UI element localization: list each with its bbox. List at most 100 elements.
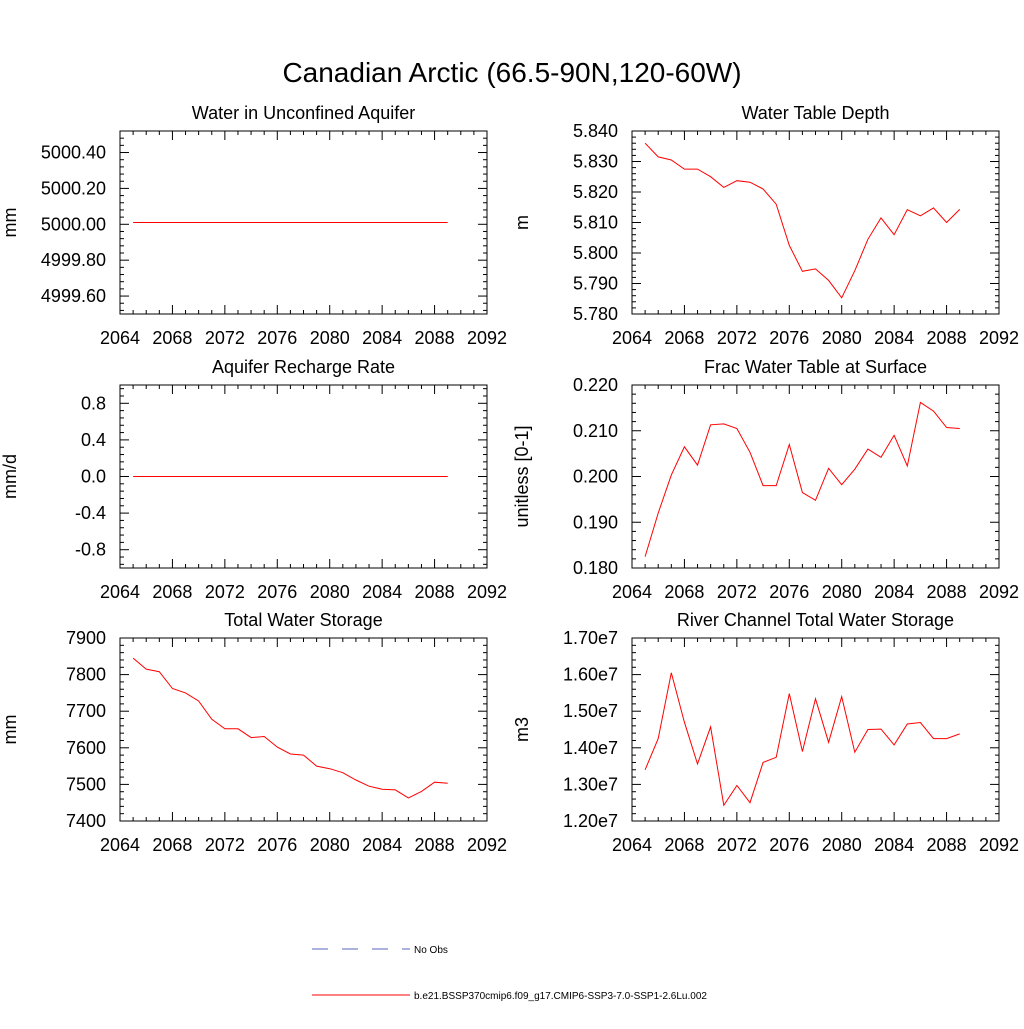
y-tick-label: 5.790 <box>573 274 618 294</box>
y-axis-label: m <box>512 215 532 230</box>
x-tick-label: 2084 <box>362 835 402 855</box>
y-tick-label: 5.800 <box>573 243 618 263</box>
y-tick-label: 1.70e7 <box>563 628 618 648</box>
series-line <box>644 672 960 807</box>
x-tick-label: 2080 <box>822 328 862 348</box>
x-tick-label: 2068 <box>152 582 192 602</box>
x-tick-label: 2084 <box>362 582 402 602</box>
x-tick-label: 2064 <box>612 582 652 602</box>
x-tick-label: 2084 <box>874 835 914 855</box>
x-tick-label: 2068 <box>664 328 704 348</box>
y-tick-label: 0.210 <box>573 421 618 441</box>
x-tick-label: 2088 <box>927 328 967 348</box>
panel-title: Aquifer Recharge Rate <box>212 357 395 377</box>
y-tick-label: 0.180 <box>573 558 618 578</box>
panel-title: Water Table Depth <box>741 103 889 123</box>
x-tick-label: 2068 <box>152 328 192 348</box>
x-tick-label: 2076 <box>257 835 297 855</box>
y-tick-label: 5.820 <box>573 182 618 202</box>
panel-6: River Channel Total Water Storage m3 2064 2… <box>512 610 1019 855</box>
x-tick-label: 2072 <box>717 582 757 602</box>
panel-title: Water in Unconfined Aquifer <box>192 103 415 123</box>
x-tick-label: 2068 <box>664 835 704 855</box>
panel-1: Water in Unconfined Aquifer mm 2064 2068 207… <box>0 103 507 348</box>
series-line <box>644 401 960 557</box>
x-tick-label: 2080 <box>310 328 350 348</box>
x-tick-label: 2092 <box>979 835 1019 855</box>
y-tick-label: 5000.20 <box>41 178 106 198</box>
panel-title: Total Water Storage <box>224 610 382 630</box>
x-tick-label: 2088 <box>415 835 455 855</box>
x-tick-label: 2072 <box>205 582 245 602</box>
y-tick-label: 4999.80 <box>41 250 106 270</box>
y-tick-label: 1.20e7 <box>563 811 618 831</box>
x-tick-label: 2072 <box>717 835 757 855</box>
panel-title: River Channel Total Water Storage <box>677 610 954 630</box>
x-tick-label: 2064 <box>612 328 652 348</box>
y-tick-label: 5.840 <box>573 121 618 141</box>
x-tick-label: 2076 <box>769 835 809 855</box>
legend: No Obs b.e21.BSSP370cmip6.f09_g17.CMIP6-… <box>312 945 707 1002</box>
y-tick-label: 1.50e7 <box>563 701 618 721</box>
y-tick-label: 0.200 <box>573 467 618 487</box>
y-tick-label: 7600 <box>66 738 106 758</box>
x-tick-label: 2068 <box>152 835 192 855</box>
y-tick-label: 1.30e7 <box>563 774 618 794</box>
y-axis-label: m3 <box>512 717 532 742</box>
panels-group: Water in Unconfined Aquifer mm 2064 2068 207… <box>0 103 1019 855</box>
x-tick-label: 2064 <box>100 835 140 855</box>
x-tick-label: 2076 <box>769 328 809 348</box>
panel-2: Water Table Depth m 2064 2068 2072 2076 2080 20… <box>512 103 1019 348</box>
x-tick-label: 2084 <box>362 328 402 348</box>
y-tick-label: 1.60e7 <box>563 665 618 685</box>
y-tick-label: 1.40e7 <box>563 738 618 758</box>
y-axis-label: mm <box>0 715 20 745</box>
y-tick-label: 5.830 <box>573 152 618 172</box>
y-tick-label: 7700 <box>66 701 106 721</box>
panel-3: Aquifer Recharge Rate mm/d 2064 2068 2072 207… <box>0 357 507 602</box>
x-tick-label: 2072 <box>205 835 245 855</box>
x-tick-label: 2080 <box>310 582 350 602</box>
legend-model-label: b.e21.BSSP370cmip6.f09_g17.CMIP6-SSP3-7.… <box>414 991 707 1002</box>
y-axis-label: mm <box>0 208 20 238</box>
series-line <box>644 142 961 299</box>
panel-5: Total Water Storage mm 2064 2068 2072 2076 208… <box>0 610 507 855</box>
y-tick-label: 0.4 <box>81 430 106 450</box>
x-tick-label: 2092 <box>467 328 507 348</box>
y-tick-label: 5.780 <box>573 304 618 324</box>
panel-title: Frac Water Table at Surface <box>704 357 927 377</box>
x-tick-label: 2092 <box>467 582 507 602</box>
y-tick-label: -0.8 <box>75 540 106 560</box>
x-tick-label: 2080 <box>822 582 862 602</box>
x-tick-label: 2076 <box>257 328 297 348</box>
x-tick-label: 2084 <box>874 328 914 348</box>
series-line <box>132 657 448 799</box>
x-tick-label: 2092 <box>467 835 507 855</box>
x-tick-label: 2072 <box>205 328 245 348</box>
x-tick-label: 2080 <box>310 835 350 855</box>
y-tick-label: 0.0 <box>81 467 106 487</box>
x-tick-label: 2092 <box>979 582 1019 602</box>
x-tick-label: 2064 <box>100 582 140 602</box>
y-axis-label: mm/d <box>0 454 20 499</box>
x-tick-label: 2080 <box>822 835 862 855</box>
x-tick-label: 2088 <box>415 582 455 602</box>
x-tick-label: 2088 <box>415 328 455 348</box>
y-tick-label: 5.810 <box>573 213 618 233</box>
y-tick-label: 7400 <box>66 811 106 831</box>
panel-4: Frac Water Table at Surface unitless [0-1… <box>512 357 1019 602</box>
legend-obs-label: No Obs <box>414 945 448 956</box>
y-tick-label: 7500 <box>66 774 106 794</box>
x-tick-label: 2064 <box>612 835 652 855</box>
x-tick-label: 2092 <box>979 328 1019 348</box>
x-tick-label: 2076 <box>257 582 297 602</box>
x-tick-label: 2072 <box>717 328 757 348</box>
y-tick-label: 4999.60 <box>41 286 106 306</box>
y-tick-label: 7900 <box>66 628 106 648</box>
x-tick-label: 2084 <box>874 582 914 602</box>
y-tick-label: 5000.00 <box>41 214 106 234</box>
y-tick-label: 0.220 <box>573 375 618 395</box>
y-tick-label: 0.190 <box>573 512 618 532</box>
